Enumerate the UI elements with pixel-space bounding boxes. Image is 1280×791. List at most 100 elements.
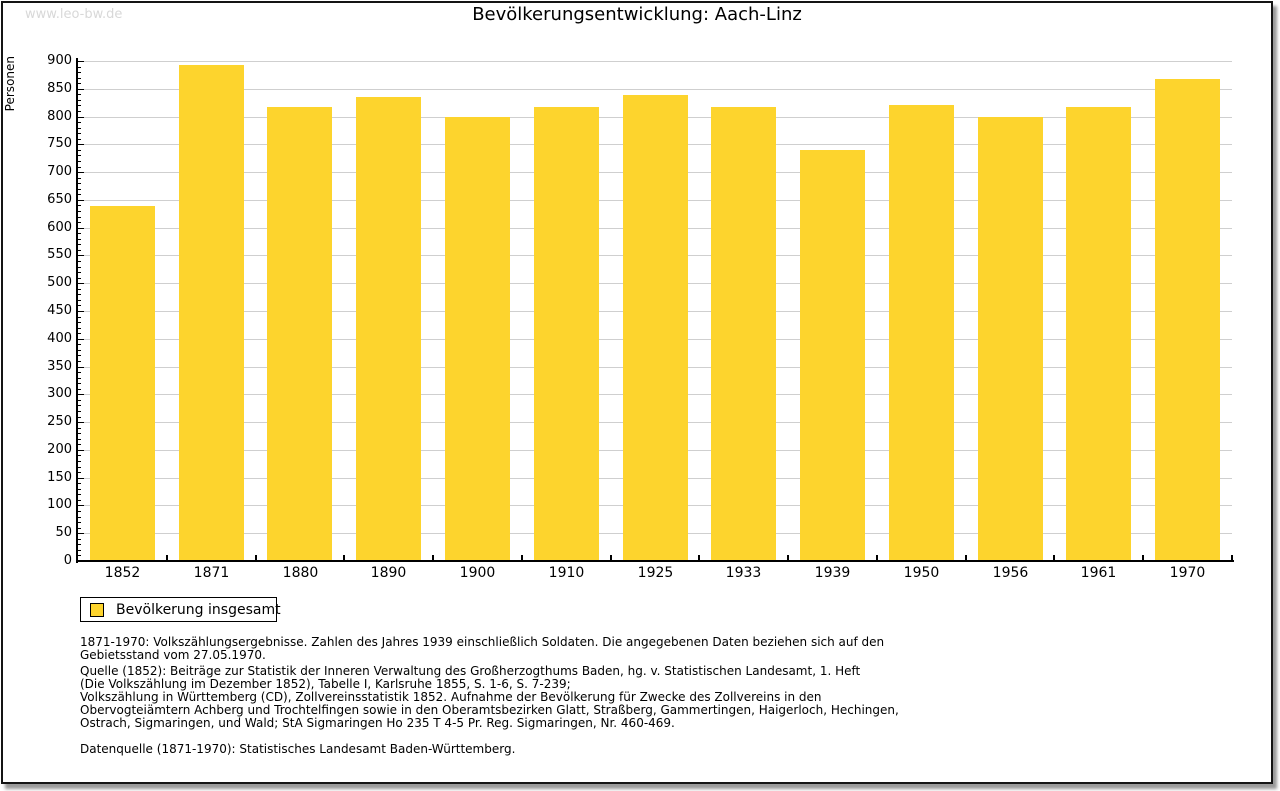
y-major-tick: [78, 367, 84, 368]
y-minor-tick: [78, 211, 81, 212]
y-minor-tick: [78, 267, 81, 268]
y-major-tick: [78, 255, 84, 256]
y-minor-tick: [78, 205, 81, 206]
y-minor-tick: [78, 72, 81, 73]
bar-1852: [90, 206, 155, 561]
y-minor-tick: [78, 105, 81, 106]
x-tick-label: 1871: [193, 565, 230, 581]
y-minor-tick: [78, 344, 81, 345]
chart-title: Bevölkerungsentwicklung: Aach-Linz: [472, 4, 802, 25]
y-major-tick: [78, 200, 84, 201]
y-minor-tick: [78, 372, 81, 373]
y-minor-tick: [78, 383, 81, 384]
y-tick-label: 150: [47, 470, 72, 485]
y-minor-tick: [78, 378, 81, 379]
x-boundary-tick: [343, 555, 345, 561]
y-minor-tick: [78, 405, 81, 406]
y-minor-tick: [78, 189, 81, 190]
y-tick-label: 250: [47, 414, 72, 429]
bar-1925: [623, 95, 688, 561]
x-boundary-tick: [1053, 555, 1055, 561]
bar-1933: [711, 107, 776, 561]
y-minor-tick: [78, 522, 81, 523]
y-minor-tick: [78, 294, 81, 295]
x-tick-label: 1939: [814, 565, 851, 581]
y-minor-tick: [78, 472, 81, 473]
y-minor-tick: [78, 322, 81, 323]
y-minor-tick: [78, 361, 81, 362]
bar-1939: [800, 150, 865, 561]
x-boundary-tick: [521, 555, 523, 561]
gridline: [78, 61, 1232, 62]
legend-color-swatch-icon: [90, 602, 104, 617]
x-tick-label: 1900: [459, 565, 496, 581]
y-minor-tick: [78, 233, 81, 234]
x-tick-label: 1956: [992, 565, 1029, 581]
x-boundary-tick: [965, 555, 967, 561]
y-minor-tick: [78, 333, 81, 334]
y-major-tick: [78, 89, 84, 90]
x-boundary-tick: [698, 555, 700, 561]
y-minor-tick: [78, 272, 81, 273]
y-major-tick: [78, 283, 84, 284]
y-minor-tick: [78, 317, 81, 318]
y-minor-tick: [78, 94, 81, 95]
y-minor-tick: [78, 289, 81, 290]
footnote-line: Datenquelle (1871-1970): Statistisches L…: [80, 742, 516, 756]
x-boundary-tick: [787, 555, 789, 561]
y-axis: [76, 58, 78, 563]
x-tick-label: 1852: [104, 565, 141, 581]
y-minor-tick: [78, 455, 81, 456]
y-minor-tick: [78, 155, 81, 156]
x-boundary-tick: [166, 555, 168, 561]
footnote-line: Gebietsstand vom 27.05.1970.: [80, 648, 266, 662]
y-tick-label: 300: [47, 386, 72, 401]
x-tick-label: 1880: [282, 565, 319, 581]
gridline: [78, 89, 1232, 90]
x-boundary-tick: [1231, 555, 1233, 561]
y-minor-tick: [78, 178, 81, 179]
y-minor-tick: [78, 111, 81, 112]
x-tick-label: 1890: [370, 565, 407, 581]
y-tick-label: 0: [63, 553, 72, 568]
x-tick-label: 1910: [548, 565, 585, 581]
footnote-line: Obervogteiämtern Achberg und Trochtelfin…: [80, 703, 899, 717]
y-major-tick: [78, 422, 84, 423]
y-minor-tick: [78, 183, 81, 184]
y-minor-tick: [78, 100, 81, 101]
y-minor-tick: [78, 328, 81, 329]
y-minor-tick: [78, 483, 81, 484]
y-axis-label: Personen: [3, 56, 17, 112]
x-axis: [76, 560, 1234, 562]
y-minor-tick: [78, 428, 81, 429]
bar-1900: [445, 117, 510, 561]
y-major-tick: [78, 450, 84, 451]
y-major-tick: [78, 311, 84, 312]
legend-label: Bevölkerung insgesamt: [116, 601, 281, 618]
x-tick-label: 1961: [1080, 565, 1117, 581]
y-minor-tick: [78, 278, 81, 279]
watermark: www.leo-bw.de: [25, 7, 123, 22]
y-minor-tick: [78, 239, 81, 240]
y-minor-tick: [78, 511, 81, 512]
bar-1970: [1155, 79, 1220, 561]
bar-1871: [179, 65, 244, 561]
bar-1956: [978, 117, 1043, 561]
y-tick-label: 500: [47, 275, 72, 290]
y-minor-tick: [78, 555, 81, 556]
y-minor-tick: [78, 122, 81, 123]
footnote-line: Volkszählung in Württemberg (CD), Zollve…: [80, 690, 822, 704]
y-tick-label: 50: [55, 525, 72, 540]
y-minor-tick: [78, 544, 81, 545]
y-minor-tick: [78, 411, 81, 412]
bar-1961: [1066, 107, 1131, 561]
y-tick-label: 700: [47, 164, 72, 179]
y-minor-tick: [78, 444, 81, 445]
x-boundary-tick: [876, 555, 878, 561]
footnote-line: 1871-1970: Volkszählungsergebnisse. Zahl…: [80, 635, 885, 649]
x-tick-label: 1925: [637, 565, 674, 581]
y-major-tick: [78, 228, 84, 229]
y-minor-tick: [78, 528, 81, 529]
x-boundary-tick: [610, 555, 612, 561]
